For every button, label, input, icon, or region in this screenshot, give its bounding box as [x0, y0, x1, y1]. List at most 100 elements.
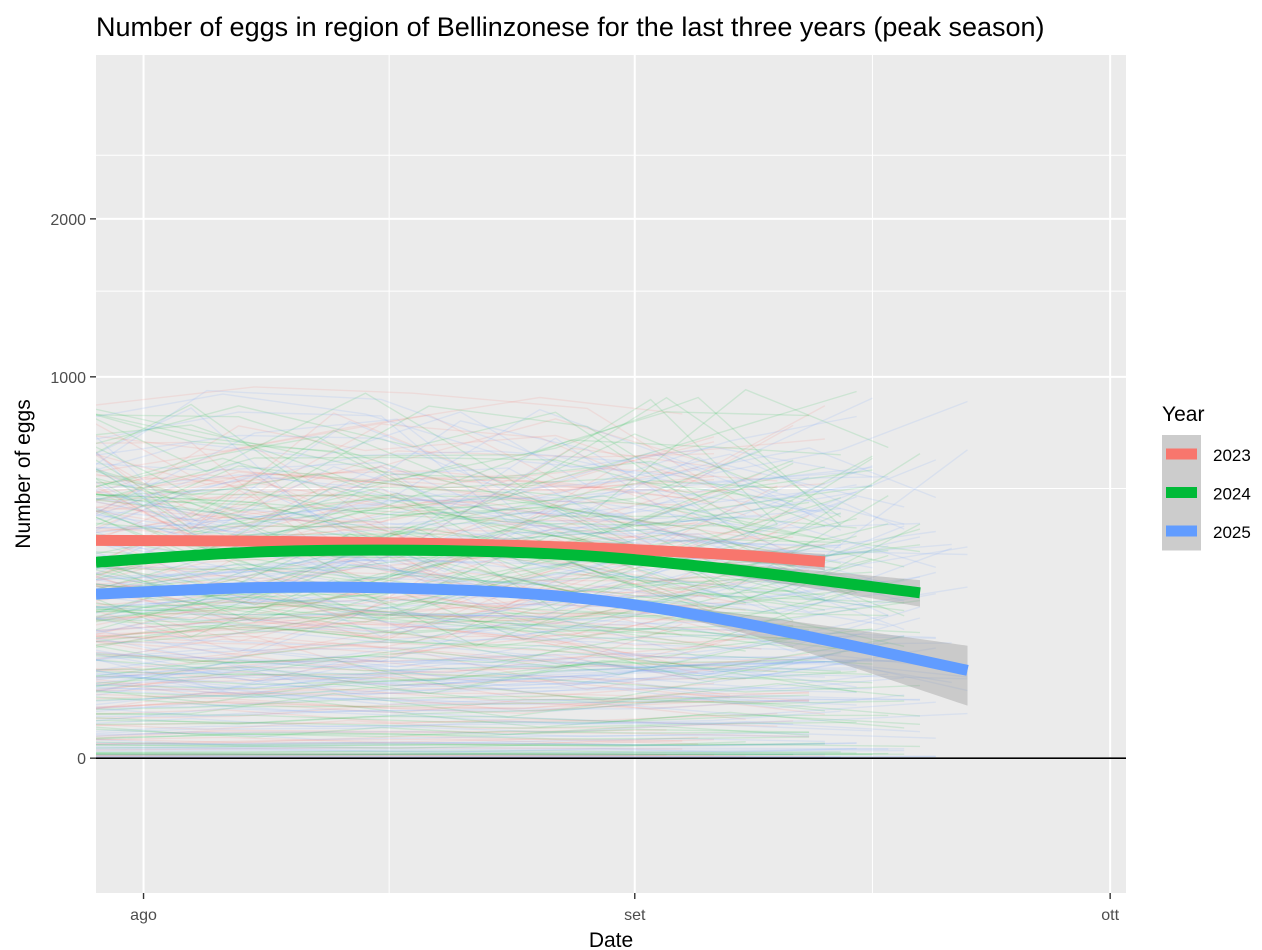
trap-line-2024	[96, 562, 873, 623]
trap-line-2023	[96, 479, 699, 523]
trap-line-2023	[96, 501, 794, 542]
trap-line-2025	[96, 686, 873, 695]
trap-line-2024	[96, 659, 857, 693]
trap-line-2023	[96, 594, 715, 636]
trap-line-2025	[96, 747, 857, 753]
trap-line-2023	[96, 738, 715, 745]
chart-title: Number of eggs in region of Bellinzonese…	[96, 12, 1045, 42]
trap-line-2023	[96, 708, 778, 723]
trap-line-2024	[96, 741, 746, 747]
trap-line-2023	[96, 614, 667, 641]
x-tick-label: ott	[1101, 907, 1119, 924]
trap-line-2025	[96, 694, 921, 717]
trap-line-2023	[96, 474, 699, 567]
trap-line-2024	[96, 670, 921, 693]
trap-line-2025	[96, 576, 905, 631]
trap-line-2024	[96, 692, 810, 718]
trap-line-2024	[96, 753, 905, 756]
plot-panel	[96, 55, 1126, 893]
trap-line-2025	[96, 407, 873, 527]
trap-line-2024	[96, 713, 889, 728]
trap-line-2024	[96, 743, 825, 749]
trap-line-2025	[96, 708, 968, 724]
trap-line-2023	[96, 514, 810, 593]
trap-line-2023	[96, 676, 715, 699]
legend: Year 2023 2024 2025	[1162, 403, 1251, 551]
trap-line-2023	[96, 605, 715, 646]
trap-line-2025	[96, 646, 857, 683]
x-axis-ticks: ago set ott	[130, 893, 1120, 924]
trap-line-2025	[96, 660, 889, 694]
trap-line-2025	[96, 621, 952, 667]
trap-line-2024	[96, 663, 841, 690]
trap-line-2024	[96, 446, 794, 534]
trap-line-2023	[96, 753, 667, 757]
trap-line-2024	[96, 572, 857, 616]
trap-line-2024	[96, 594, 778, 643]
trap-line-2024	[96, 398, 778, 525]
trap-line-2024	[96, 628, 841, 664]
trap-line-2023	[96, 477, 715, 533]
trap-line-2023	[96, 736, 699, 745]
trap-line-2025	[96, 558, 936, 614]
trap-line-2023	[96, 414, 715, 494]
trap-line-2023	[96, 656, 825, 671]
series-line-2023	[96, 534, 826, 568]
trap-line-2024	[96, 658, 873, 690]
trap-line-2023	[96, 579, 715, 643]
trap-line-2024	[96, 405, 873, 538]
x-axis-title: Date	[589, 929, 633, 950]
trap-line-2024	[96, 396, 842, 518]
y-tick-label: 1000	[50, 370, 86, 387]
trap-line-2024	[96, 743, 921, 749]
trap-line-2024	[96, 486, 842, 559]
trap-line-2025	[96, 707, 841, 725]
trap-line-2025	[96, 730, 936, 739]
trap-line-2024	[96, 714, 921, 725]
trap-line-2023	[96, 692, 810, 715]
trap-line-2025	[96, 659, 873, 696]
confidence-band-2025	[96, 584, 968, 706]
trap-line-2023	[96, 699, 825, 715]
trap-line-2023	[96, 472, 715, 517]
series-line-2024	[96, 544, 921, 599]
series-trend-lines	[96, 534, 969, 676]
trap-line-2024	[96, 719, 857, 729]
trap-line-2024	[96, 730, 810, 740]
trap-line-2025	[96, 522, 921, 598]
trap-line-2025	[96, 461, 873, 536]
x-tick-label: set	[624, 907, 646, 924]
trap-line-2025	[96, 667, 968, 694]
trap-line-2024	[96, 497, 841, 564]
trap-line-2023	[96, 506, 699, 594]
trap-line-2024	[96, 396, 842, 527]
trap-line-2025	[96, 434, 842, 531]
trap-line-2023	[96, 471, 699, 565]
trap-line-2025	[96, 452, 937, 535]
trap-line-2023	[96, 641, 699, 660]
trap-line-2024	[96, 517, 857, 610]
trap-line-2023	[96, 650, 762, 691]
trap-line-2023	[96, 638, 715, 663]
trap-line-2023	[96, 571, 746, 639]
trap-line-2025	[96, 634, 905, 674]
trap-line-2023	[96, 631, 762, 655]
trap-line-2024	[96, 485, 873, 538]
trap-line-2024	[96, 750, 857, 754]
trap-line-2024	[96, 618, 905, 669]
trap-line-2023	[96, 735, 699, 745]
trap-line-2024	[96, 558, 873, 623]
trap-line-2023	[96, 670, 746, 692]
trap-line-2024	[96, 578, 810, 630]
y-axis-title: Number of eggs	[12, 399, 35, 548]
trap-line-2025	[96, 755, 936, 758]
y-tick-label: 0	[77, 751, 86, 768]
trap-line-2025	[96, 597, 889, 633]
trap-line-2025	[96, 634, 857, 669]
trap-line-2024	[96, 742, 825, 747]
trap-line-2025	[96, 669, 857, 698]
x-tick-label: ago	[130, 907, 157, 924]
trap-line-2023	[96, 623, 683, 675]
trap-line-2025	[96, 653, 952, 691]
